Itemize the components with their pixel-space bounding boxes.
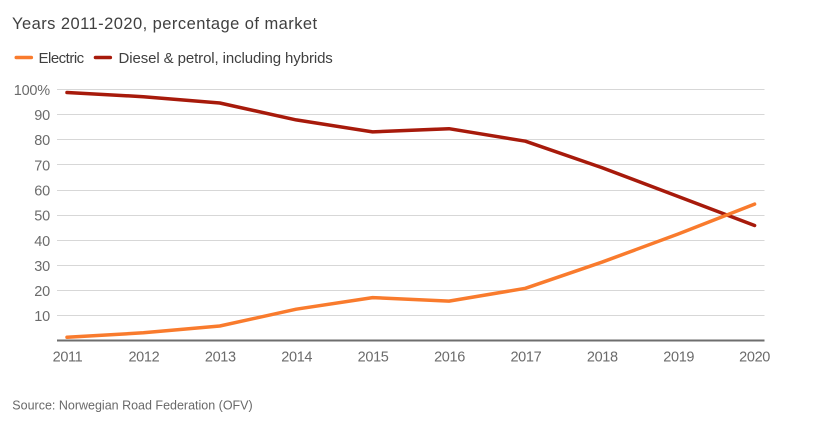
svg-text:80: 80 <box>34 133 50 149</box>
svg-text:50: 50 <box>34 209 50 225</box>
svg-text:20: 20 <box>34 284 50 300</box>
svg-text:100%: 100% <box>14 83 51 99</box>
svg-text:40: 40 <box>34 234 50 250</box>
svg-text:70: 70 <box>34 158 50 174</box>
svg-text:Diesel & petrol, including hyb: Diesel & petrol, including hybrids <box>119 50 333 67</box>
svg-text:2020: 2020 <box>739 350 770 366</box>
svg-text:60: 60 <box>34 184 50 200</box>
svg-text:2014: 2014 <box>281 350 312 366</box>
svg-text:2018: 2018 <box>587 350 618 366</box>
svg-text:Electric: Electric <box>39 50 85 67</box>
svg-text:2017: 2017 <box>510 350 541 366</box>
svg-text:2015: 2015 <box>358 350 389 366</box>
svg-text:30: 30 <box>34 259 50 275</box>
svg-text:2011: 2011 <box>53 350 83 366</box>
svg-text:2016: 2016 <box>434 350 465 366</box>
svg-text:Source: Norwegian Road Federat: Source: Norwegian Road Federation (OFV) <box>12 399 252 413</box>
svg-text:Years 2011-2020, percentage of: Years 2011-2020, percentage of market <box>12 15 318 33</box>
svg-text:2019: 2019 <box>663 350 694 366</box>
svg-text:90: 90 <box>34 108 50 124</box>
svg-text:2012: 2012 <box>128 350 159 366</box>
svg-text:2013: 2013 <box>205 350 236 366</box>
svg-text:10: 10 <box>34 309 50 325</box>
